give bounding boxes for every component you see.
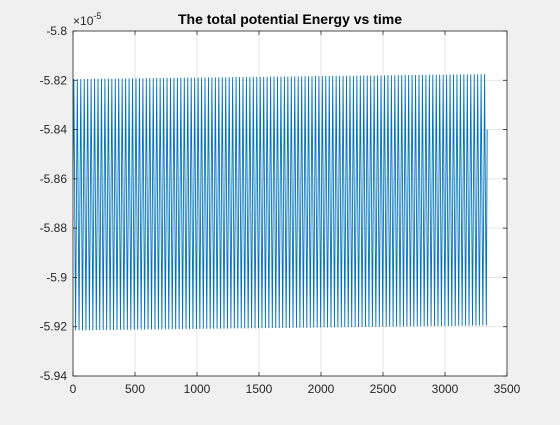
y-tick-label: -5.88 [40,221,68,235]
y-tick-label: -5.84 [40,123,68,137]
x-tick-label: 3000 [432,382,459,396]
x-tick-label: 0 [70,382,77,396]
y-tick-label: -5.8 [46,24,67,38]
x-tick-label: 1000 [184,382,211,396]
x-tick-label: 2000 [308,382,335,396]
chart-title: The total potential Energy vs time [178,11,402,27]
y-tick-label: -5.92 [40,320,68,334]
y-multiplier-exponent: -5 [93,11,101,21]
y-tick-label: -5.9 [46,270,67,284]
x-tick-label: 2500 [370,382,397,396]
y-tick-label: -5.94 [40,369,68,383]
y-tick-label: -5.86 [40,172,68,186]
y-tick-label: -5.82 [40,73,68,87]
y-multiplier-base: × [73,14,80,28]
x-tick-label: 500 [125,382,145,396]
x-tick-label: 3500 [494,382,521,396]
x-tick-label: 1500 [246,382,273,396]
y-multiplier-ten: 10 [80,14,94,28]
